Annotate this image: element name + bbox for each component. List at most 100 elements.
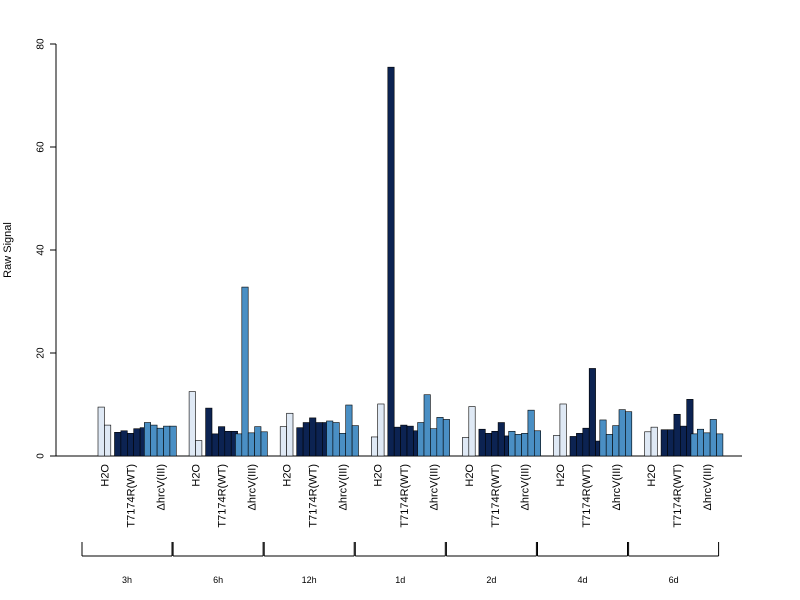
time-group-brackets: 3h 6h 12h 1d 2d 4d 6d bbox=[81, 542, 720, 585]
y-axis-ticks: 0 20 40 60 80 bbox=[36, 38, 56, 459]
bar bbox=[188, 391, 196, 457]
bar bbox=[169, 425, 177, 457]
bar bbox=[650, 426, 658, 457]
time-point-label: 12h bbox=[302, 575, 317, 585]
condition-label: T7174R(WT) bbox=[217, 464, 229, 528]
y-tick-label: 60 bbox=[36, 141, 47, 153]
bar bbox=[377, 403, 385, 457]
bar bbox=[514, 434, 522, 457]
bar bbox=[605, 434, 613, 457]
bar bbox=[387, 66, 395, 457]
bar bbox=[508, 430, 516, 457]
time-point-label: 1d bbox=[395, 575, 405, 585]
bar bbox=[716, 433, 724, 457]
bar bbox=[612, 425, 620, 457]
bar bbox=[315, 422, 323, 457]
bar bbox=[673, 413, 681, 457]
bar bbox=[521, 433, 529, 457]
condition-label: H2O bbox=[464, 464, 476, 487]
bar bbox=[393, 426, 401, 457]
time-point-label: 6d bbox=[669, 575, 679, 585]
bar bbox=[97, 406, 105, 457]
condition-label: H2O bbox=[191, 464, 203, 487]
bar bbox=[241, 286, 249, 457]
bar bbox=[588, 368, 596, 457]
bar bbox=[442, 419, 450, 457]
bar bbox=[660, 429, 668, 457]
bar bbox=[326, 420, 334, 457]
y-axis-title: Raw Signal bbox=[2, 222, 14, 278]
y-tick-label: 0 bbox=[36, 453, 47, 459]
bar bbox=[417, 422, 425, 457]
bar bbox=[690, 433, 698, 457]
bar bbox=[224, 430, 232, 457]
bar bbox=[332, 422, 340, 457]
y-tick-label: 20 bbox=[36, 347, 47, 359]
bar bbox=[462, 437, 470, 457]
y-tick-label: 80 bbox=[36, 38, 47, 50]
bar bbox=[559, 403, 567, 457]
bar bbox=[104, 424, 112, 457]
condition-label: ΔhrcV(III) bbox=[155, 464, 167, 510]
condition-label: T7174R(WT) bbox=[672, 464, 684, 528]
time-point-label: 4d bbox=[577, 575, 587, 585]
condition-label: ΔhrcV(III) bbox=[246, 464, 258, 510]
bar bbox=[345, 404, 353, 457]
bar bbox=[484, 433, 492, 457]
condition-label: ΔhrcV(III) bbox=[702, 464, 714, 510]
condition-label: H2O bbox=[99, 464, 111, 487]
condition-labels: H2O T7174R(WT) ΔhrcV(III) H2O T7174R(WT) Δhrc… bbox=[99, 464, 714, 528]
bar bbox=[254, 426, 262, 457]
condition-label: T7174R(WT) bbox=[308, 464, 320, 528]
bar bbox=[618, 409, 626, 457]
bar bbox=[370, 436, 378, 457]
bar bbox=[163, 425, 171, 457]
bar bbox=[576, 433, 584, 457]
condition-label: H2O bbox=[555, 464, 567, 487]
condition-label: T7174R(WT) bbox=[490, 464, 502, 528]
bar bbox=[436, 417, 444, 457]
bar bbox=[218, 426, 226, 457]
bar bbox=[302, 422, 310, 457]
bar bbox=[400, 424, 408, 457]
time-point-label: 6h bbox=[213, 575, 223, 585]
bar bbox=[696, 428, 704, 457]
condition-label: H2O bbox=[282, 464, 294, 487]
bars-layer bbox=[97, 66, 724, 457]
bar bbox=[406, 425, 414, 457]
bar bbox=[430, 428, 438, 457]
condition-label: H2O bbox=[373, 464, 385, 487]
bar bbox=[553, 435, 561, 457]
bar bbox=[133, 428, 141, 457]
bar bbox=[533, 430, 541, 457]
bar bbox=[296, 427, 304, 457]
bar bbox=[599, 419, 607, 457]
bar bbox=[309, 417, 317, 457]
bar bbox=[703, 432, 711, 457]
bar bbox=[686, 399, 694, 457]
bar bbox=[114, 432, 122, 457]
bar bbox=[338, 433, 346, 457]
bar bbox=[247, 432, 255, 457]
bar bbox=[527, 409, 535, 457]
bar bbox=[235, 433, 243, 457]
bar bbox=[127, 433, 135, 457]
bar bbox=[195, 440, 203, 457]
bar bbox=[497, 422, 505, 457]
condition-label: ΔhrcV(III) bbox=[611, 464, 623, 510]
bar bbox=[260, 431, 268, 457]
bar bbox=[120, 430, 128, 457]
bar bbox=[709, 419, 717, 457]
bar bbox=[351, 425, 359, 457]
bar bbox=[667, 429, 675, 457]
bar bbox=[150, 424, 158, 457]
bar bbox=[491, 430, 499, 457]
bar bbox=[582, 427, 590, 457]
condition-label: T7174R(WT) bbox=[126, 464, 138, 528]
bar bbox=[423, 394, 431, 457]
bar bbox=[211, 433, 219, 457]
bar bbox=[644, 431, 652, 457]
bar bbox=[679, 425, 687, 457]
bar bbox=[478, 428, 486, 457]
